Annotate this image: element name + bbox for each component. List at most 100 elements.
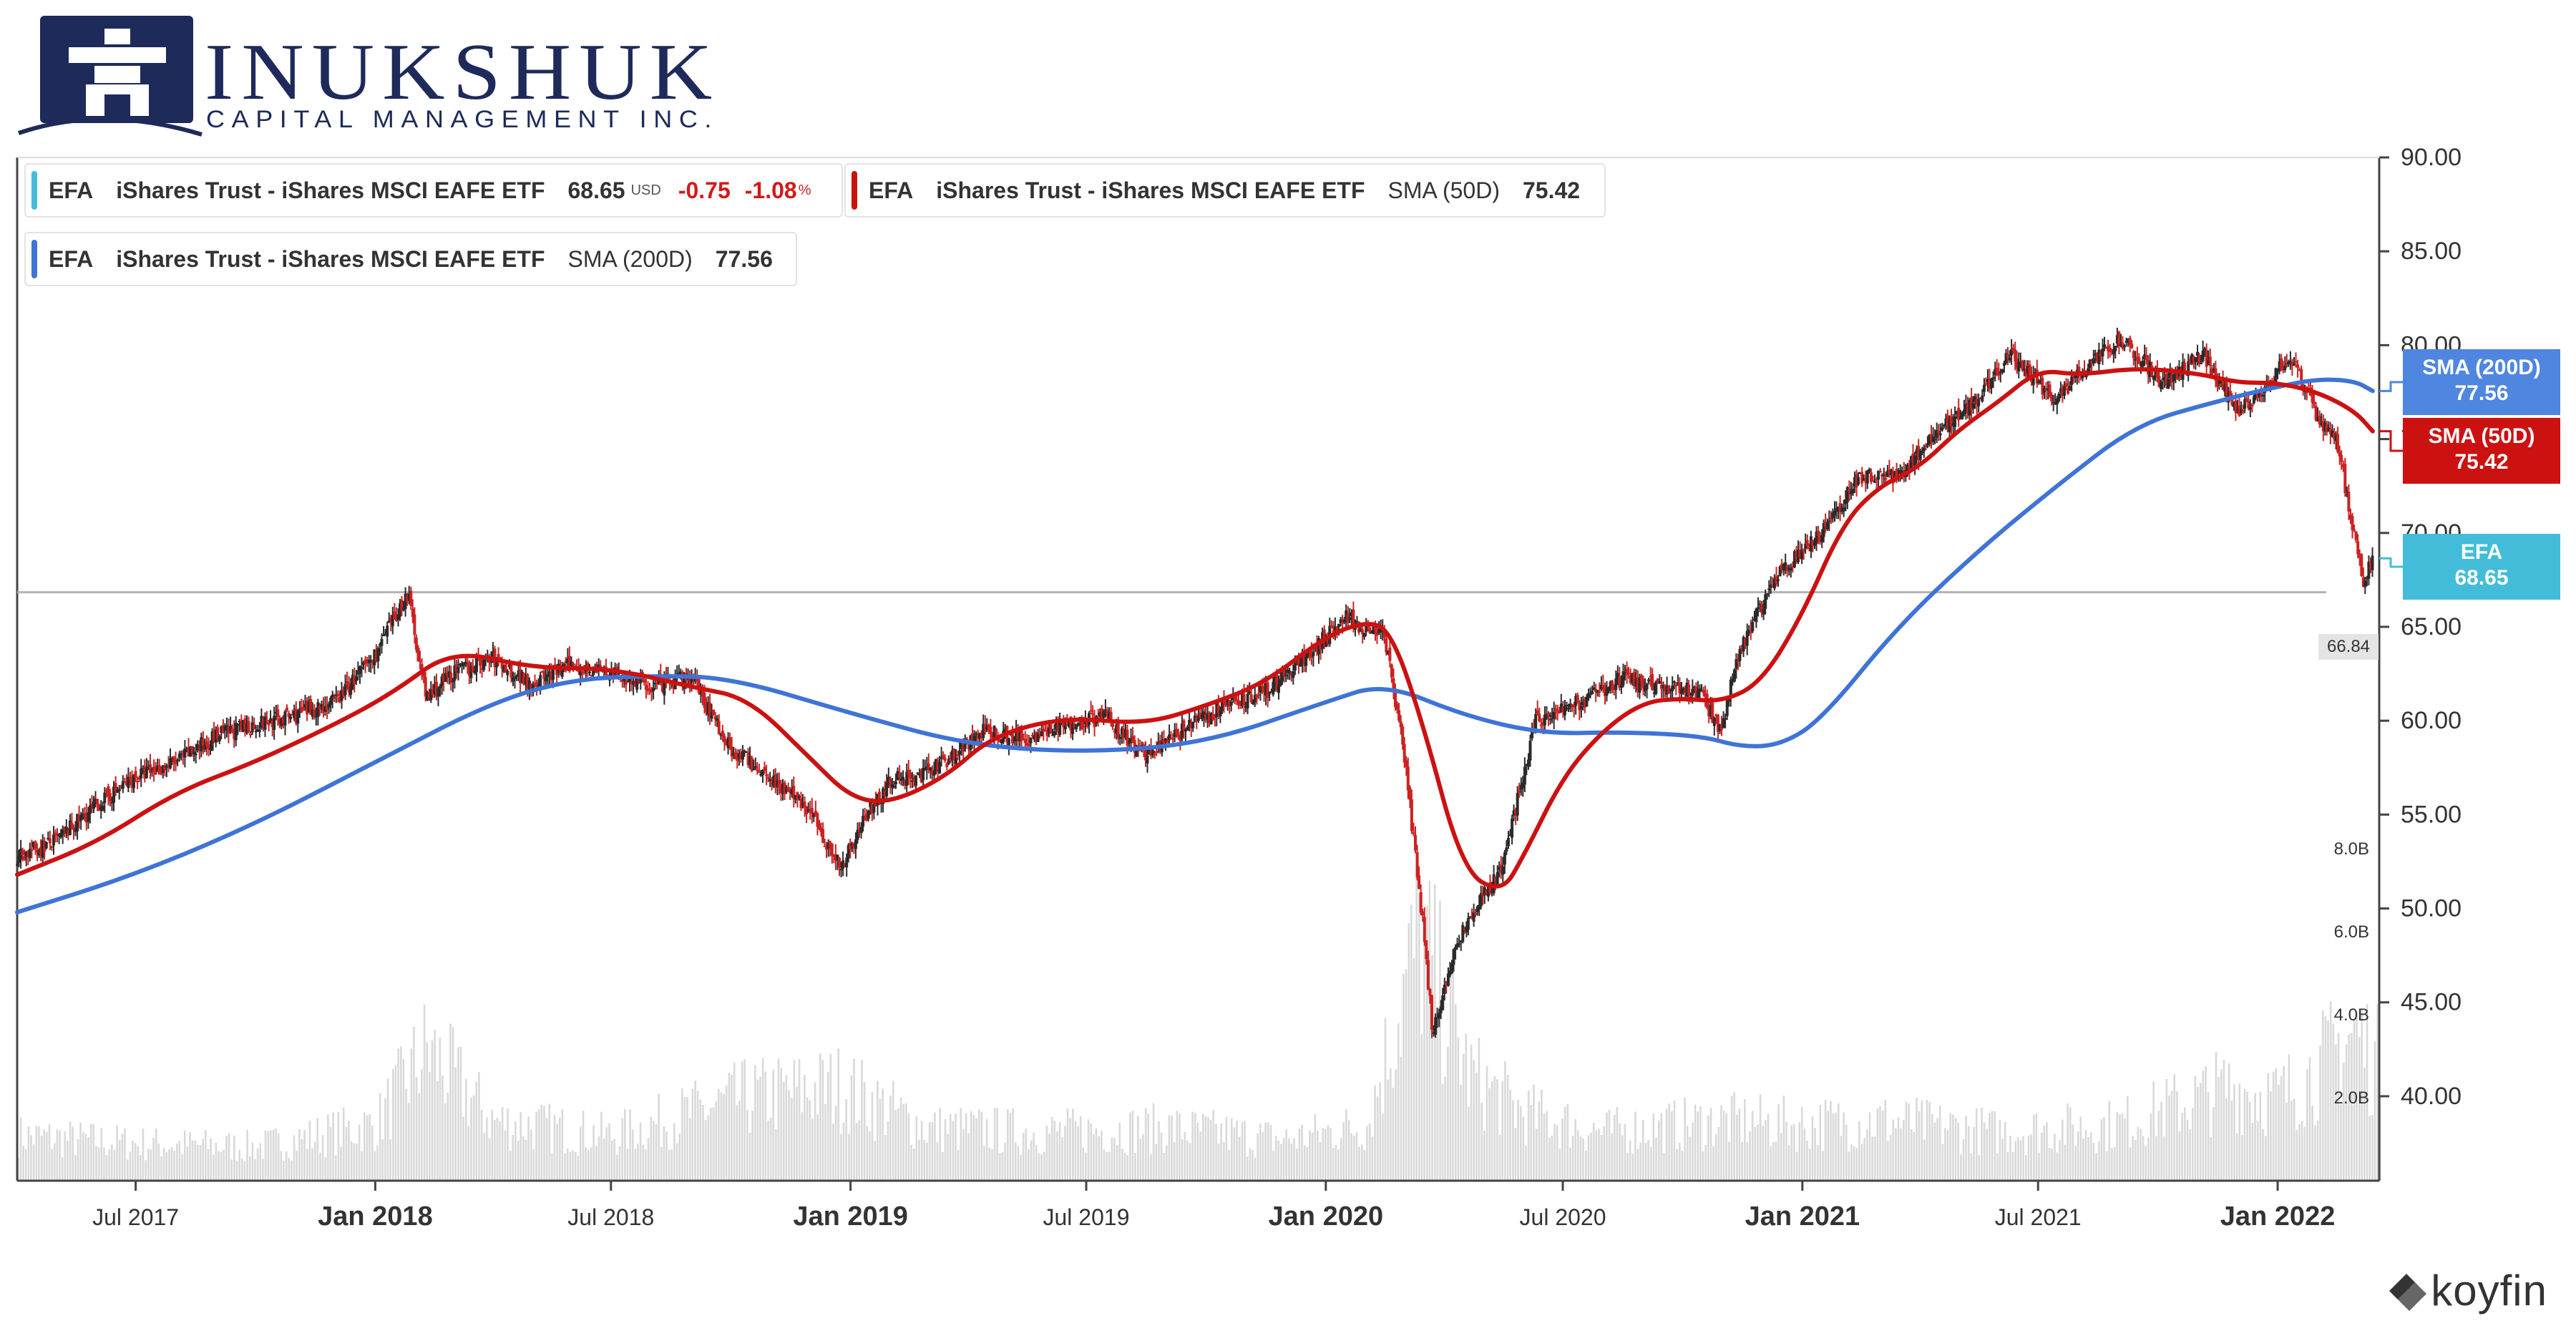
legend-efa[interactable]: EFA iShares Trust - iShares MSCI EAFE ET…	[24, 163, 843, 218]
volume-bar	[1517, 1099, 1519, 1181]
volume-bar	[178, 1140, 181, 1181]
candle-body	[227, 726, 230, 734]
candle-body	[1676, 683, 1679, 685]
candle-body	[1023, 738, 1027, 743]
candle-body	[160, 771, 163, 774]
candle-body	[293, 711, 296, 718]
candle-body	[422, 671, 426, 677]
candle-body	[1837, 507, 1840, 512]
volume-bar	[764, 1071, 767, 1181]
candle-body	[23, 856, 26, 860]
candle-body	[1729, 679, 1732, 698]
volume-bar	[67, 1140, 69, 1181]
volume-bar	[35, 1126, 38, 1181]
candle-body	[850, 844, 854, 847]
volume-bar	[1236, 1120, 1238, 1181]
candle-body	[436, 688, 440, 697]
volume-bar	[1131, 1111, 1134, 1181]
candle-body	[2345, 494, 2348, 496]
candle-body	[210, 731, 214, 751]
legend-sma-50[interactable]: EFA iShares Trust - iShares MSCI EAFE ET…	[844, 163, 1606, 218]
candle-body	[1184, 730, 1187, 732]
candle-body	[141, 768, 145, 770]
candle-body	[830, 844, 834, 856]
candle-body	[845, 857, 849, 868]
volume-bar	[1676, 1149, 1678, 1181]
candle-body	[1472, 912, 1475, 922]
candle-body	[426, 692, 429, 701]
candle-body	[1135, 748, 1138, 756]
candle-body	[1849, 492, 1853, 494]
candle-body	[1737, 660, 1740, 662]
volume-bar	[194, 1140, 197, 1181]
volume-bar	[2157, 1111, 2160, 1181]
volume-bar	[715, 1101, 717, 1181]
candle-body	[1479, 893, 1483, 907]
volume-bar	[2014, 1141, 2017, 1181]
volume-bar	[293, 1135, 296, 1181]
candle-body	[1888, 469, 1891, 474]
volume-bar	[696, 1091, 699, 1181]
candle-body	[2338, 452, 2341, 457]
volume-bar	[1908, 1103, 1910, 1181]
volume-bar	[869, 1131, 871, 1181]
candle-body	[1040, 731, 1043, 736]
volume-bar	[2181, 1112, 2183, 1181]
volume-bar	[2340, 1104, 2342, 1181]
candle-body	[391, 615, 394, 627]
candle-body	[83, 814, 87, 816]
volume-bar	[1025, 1128, 1028, 1181]
candle-body	[1252, 701, 1255, 705]
candle-body	[1162, 738, 1166, 744]
candle-body	[1468, 916, 1472, 918]
candle-body	[1091, 713, 1095, 716]
volume-bar	[97, 1147, 100, 1181]
volume-bar	[892, 1081, 894, 1181]
candle-body	[919, 770, 923, 783]
volume-bar	[1585, 1150, 1587, 1181]
candle-body	[1724, 718, 1727, 720]
volume-bar	[1033, 1132, 1035, 1181]
candle-body	[1857, 477, 1860, 484]
candle-body	[306, 701, 309, 715]
candle-body	[1124, 729, 1127, 738]
volume-bar	[545, 1118, 548, 1181]
volume-bar	[918, 1139, 920, 1181]
candle-body	[539, 675, 542, 689]
volume-bar	[751, 1111, 753, 1181]
candle-body	[1778, 566, 1782, 577]
volume-bar	[51, 1149, 53, 1181]
volume-bar	[2019, 1140, 2022, 1181]
candle-body	[2294, 361, 2298, 363]
volume-bar	[736, 1105, 738, 1181]
candle-body	[652, 688, 655, 691]
candle-body	[1696, 691, 1699, 698]
candle-body	[123, 781, 127, 783]
candle-body	[1062, 718, 1065, 728]
candle-body	[1128, 741, 1131, 743]
legend-sma-200[interactable]: EFA iShares Trust - iShares MSCI EAFE ET…	[24, 232, 797, 286]
volume-bar	[366, 1115, 369, 1181]
volume-bar	[1309, 1130, 1311, 1181]
candle-body	[733, 752, 737, 760]
candle-body	[349, 686, 353, 695]
candle-body	[157, 765, 161, 775]
volume-bar	[2176, 1091, 2178, 1181]
candle-body	[1644, 686, 1646, 691]
candle-body	[1749, 630, 1752, 633]
candle-body	[1292, 671, 1295, 678]
volume-bar	[1072, 1108, 1074, 1181]
candle-body	[1735, 659, 1738, 669]
volume-bar	[1903, 1120, 1905, 1181]
volume-bar	[931, 1121, 934, 1181]
candle-body	[2276, 370, 2280, 372]
candle-body	[562, 664, 566, 668]
candle-body	[103, 792, 107, 804]
candle-body	[2260, 394, 2263, 396]
volume-bar	[1595, 1130, 1598, 1181]
candle-body	[1797, 550, 1800, 562]
candle-body	[821, 829, 825, 843]
candle-body	[96, 799, 99, 804]
candle-body	[2223, 385, 2227, 392]
candle-body	[1684, 691, 1687, 693]
